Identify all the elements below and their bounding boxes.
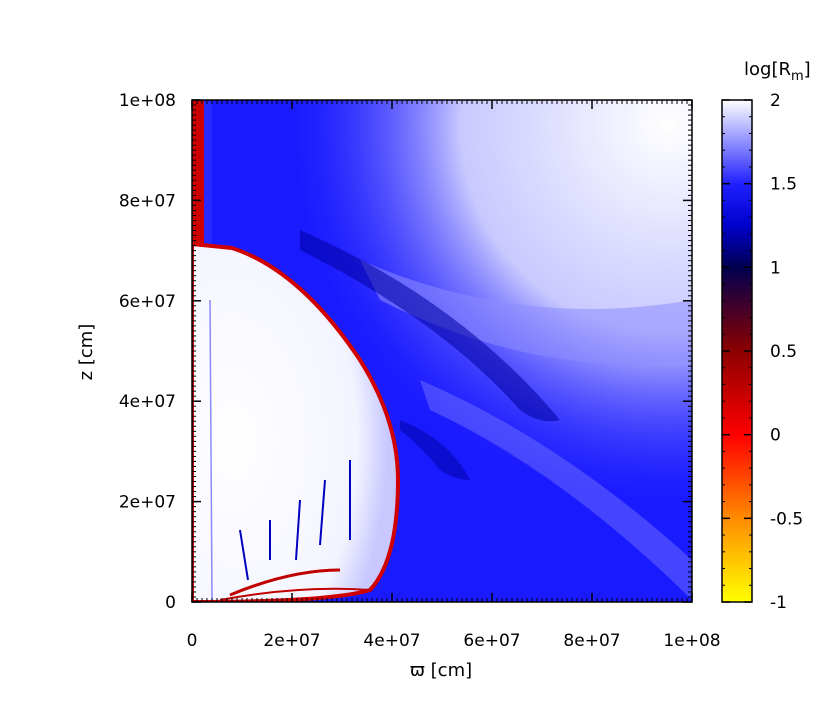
colorbar: -1 -0.5 0 0.5 1 1.5 2 log[Rm] [721,59,811,613]
colorbar-tick-label: 0 [770,426,781,446]
x-axis: 0 2e+07 4e+07 6e+07 8e+07 1e+08 [187,100,721,651]
y-tick-label: 6e+07 [119,292,176,312]
x-tick-label: 0 [187,631,198,651]
x-tick-label: 6e+07 [463,631,520,651]
colorbar-tick-label: 0.5 [770,342,797,362]
cavity-region [192,241,401,602]
axis-jet [192,100,204,245]
x-tick-label: 2e+07 [263,631,320,651]
colorbar-title: log[Rm] [744,59,811,84]
y-tick-label: 1e+08 [119,91,176,111]
x-tick-label: 8e+07 [563,631,620,651]
colorbar-ticks: -1 -0.5 0 0.5 1 1.5 2 [722,91,803,613]
colorbar-tick-label: -0.5 [770,509,803,529]
y-tick-label: 4e+07 [119,392,176,412]
x-tick-label: 1e+08 [663,631,720,651]
y-axis: 0 2e+07 4e+07 6e+07 8e+07 1e+08 [119,91,692,613]
colorbar-tick-label: 1.5 [770,175,797,195]
colorbar-tick-label: 1 [770,258,781,278]
x-axis-label: ϖ [cm] [410,660,472,681]
y-axis-label: z [cm] [76,324,97,381]
colorbar-tick-label: 2 [770,91,781,111]
y-tick-label: 8e+07 [119,191,176,211]
colorbar-tick-label: -1 [770,593,787,613]
y-tick-label: 0 [165,593,176,613]
x-tick-label: 4e+07 [363,631,420,651]
heatmap-field [192,100,692,602]
y-tick-label: 2e+07 [119,493,176,513]
